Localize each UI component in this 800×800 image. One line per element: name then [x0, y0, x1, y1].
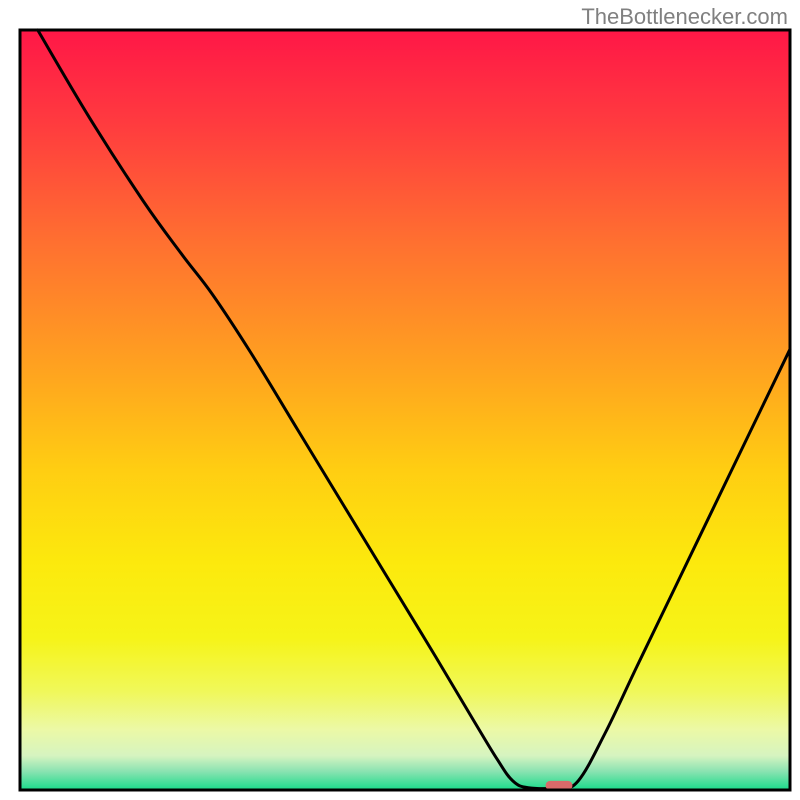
gradient-background [20, 30, 790, 790]
chart-canvas [0, 0, 800, 800]
chart-container: TheBottlenecker.com [0, 0, 800, 800]
